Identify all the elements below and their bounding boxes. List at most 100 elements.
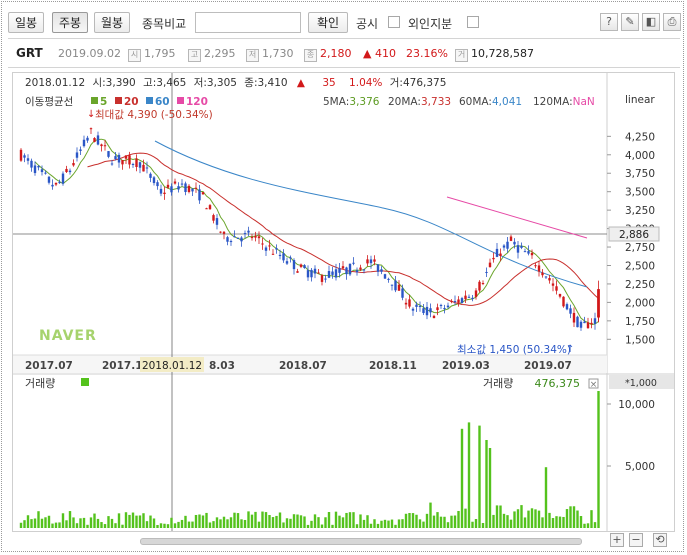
volume-bar: [138, 515, 142, 528]
candle-body: [110, 163, 114, 165]
volume-bar: [324, 517, 327, 528]
volume-bar: [320, 524, 324, 528]
candle-body: [44, 172, 47, 174]
volume-bar: [411, 513, 415, 528]
ma-value-label: 20MA:: [388, 96, 421, 108]
volume-bar: [243, 519, 247, 528]
volume-bar: [212, 521, 215, 528]
volume-bar: [75, 523, 79, 528]
volume-bar: [509, 519, 513, 528]
volume-bar: [159, 523, 163, 528]
volume-bar: [30, 519, 33, 528]
candle-body: [530, 252, 534, 256]
print-icon[interactable]: ⎙: [663, 13, 681, 31]
panel-icon[interactable]: ◧: [642, 13, 660, 31]
monthly-button[interactable]: 월봉: [94, 12, 130, 33]
ma-value-label: 120MA:: [533, 96, 573, 108]
volume-bar: [373, 519, 376, 528]
volume-bar: [443, 516, 446, 528]
candle-body: [79, 149, 82, 151]
quote-close: 2,180: [320, 47, 352, 60]
volume-bar: [201, 515, 205, 528]
candle-body: [509, 236, 513, 241]
crosshair-open-label: 시:: [92, 77, 105, 89]
candle-body: [457, 299, 460, 303]
volume-bar: [513, 511, 516, 528]
crosshair-low-label: 저:: [194, 77, 207, 89]
candle-body: [23, 155, 26, 158]
candle-body: [275, 248, 278, 250]
volume-bar: [597, 391, 600, 528]
candle-body: [194, 187, 198, 189]
candle-body: [243, 233, 247, 235]
candle-body: [37, 166, 40, 168]
compare-input[interactable]: [195, 12, 301, 33]
volume-bar: [565, 509, 569, 528]
confirm-button[interactable]: 확인: [308, 12, 348, 33]
volume-bar: [457, 510, 460, 528]
volume-right-label: 거래량: [483, 377, 513, 390]
candle-body: [338, 268, 341, 273]
weekly-button[interactable]: 주봉: [52, 12, 88, 33]
candle-body: [296, 271, 299, 273]
candle-body: [96, 135, 100, 145]
candle-body: [121, 159, 124, 165]
volume-bar: [418, 519, 422, 528]
volume-bar: [226, 519, 229, 528]
scroll-bar-area: + − ⟲: [12, 532, 675, 550]
volume-bar: [362, 519, 366, 528]
pencil-icon[interactable]: ✎: [621, 13, 639, 31]
candle-body: [355, 270, 359, 273]
volume-tick: 5,000: [625, 461, 655, 473]
candle-body: [590, 322, 593, 325]
volume-bar: [145, 521, 149, 528]
chart-area[interactable]: 2018.01.12 시:3,390 고:3,465 저:3,305 종:3,4…: [12, 72, 675, 532]
volume-bar: [184, 515, 187, 528]
volume-bar: [425, 513, 429, 528]
price-panel: [13, 73, 674, 355]
zoom-in-icon[interactable]: +: [610, 533, 624, 547]
min-arrow: ↑: [566, 344, 574, 355]
volume-bar: [37, 511, 40, 528]
volume-bar: [383, 519, 387, 528]
volume-bar: [558, 516, 562, 528]
max-annotation: 최대값 4,390 (-50.34%): [95, 109, 213, 121]
ma-value: 3,376: [349, 96, 379, 108]
volume-bar: [51, 523, 54, 528]
volume-bar: [390, 519, 394, 528]
volume-bar: [492, 514, 495, 528]
volume-close-icon[interactable]: [588, 378, 599, 389]
max-arrow: ↓: [87, 109, 95, 120]
time-scrollbar[interactable]: [140, 538, 582, 545]
quote-change: 410: [374, 47, 396, 60]
volume-bar: [166, 524, 170, 528]
candle-body: [576, 316, 579, 328]
candle-body: [170, 186, 173, 193]
bulb-icon[interactable]: ?: [600, 13, 618, 31]
volume-bar: [544, 467, 548, 528]
candle-body: [446, 305, 450, 308]
volume-bar: [219, 519, 222, 528]
disclosure-checkbox[interactable]: [388, 16, 400, 28]
candle-body: [348, 263, 352, 275]
zoom-out-icon[interactable]: −: [629, 533, 643, 547]
candle-body: [135, 158, 138, 167]
volume-bar: [205, 512, 208, 528]
volume-bar: [282, 522, 285, 528]
foreign-checkbox[interactable]: [467, 16, 479, 28]
candle-body: [103, 145, 107, 147]
candle-body: [145, 167, 149, 169]
volume-bar: [292, 514, 296, 528]
chart-canvas[interactable]: 2018.01.12 시:3,390 고:3,465 저:3,305 종:3,4…: [13, 73, 674, 531]
daily-button[interactable]: 일봉: [8, 12, 44, 33]
reset-icon[interactable]: ⟲: [653, 533, 667, 547]
volume-bar: [516, 509, 520, 528]
volume-bar: [128, 514, 131, 528]
volume-bar: [334, 511, 338, 528]
candle-body: [527, 251, 530, 254]
candle-body: [229, 240, 233, 243]
candle-body: [254, 235, 257, 238]
volume-bar: [44, 517, 47, 528]
ma-value-label: 60MA:: [459, 96, 492, 108]
